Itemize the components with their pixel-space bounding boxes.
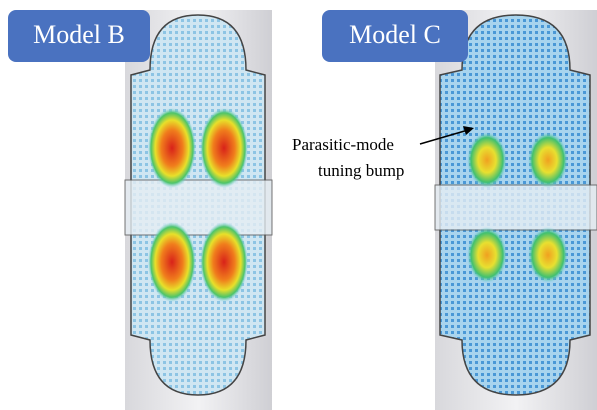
beam-pipe — [125, 180, 272, 235]
field-spot — [200, 222, 248, 302]
field-spot — [148, 222, 196, 302]
annotation-line: Parasitic-mode — [292, 135, 394, 154]
annotation-line: tuning bump — [318, 161, 404, 180]
panel-label: Model C — [349, 20, 441, 49]
field-spot — [467, 132, 507, 188]
beam-pipe — [435, 185, 597, 230]
field-spot — [467, 227, 507, 283]
page: Model B Model C Parasitic-mode tuning bu… — [0, 0, 597, 410]
field-spot — [528, 227, 568, 283]
field-spot — [528, 132, 568, 188]
field-spot — [200, 108, 248, 188]
figure: Model B Model C Parasitic-mode tuning bu… — [0, 0, 597, 410]
panel-label: Model B — [33, 20, 125, 49]
field-spot — [148, 108, 196, 188]
